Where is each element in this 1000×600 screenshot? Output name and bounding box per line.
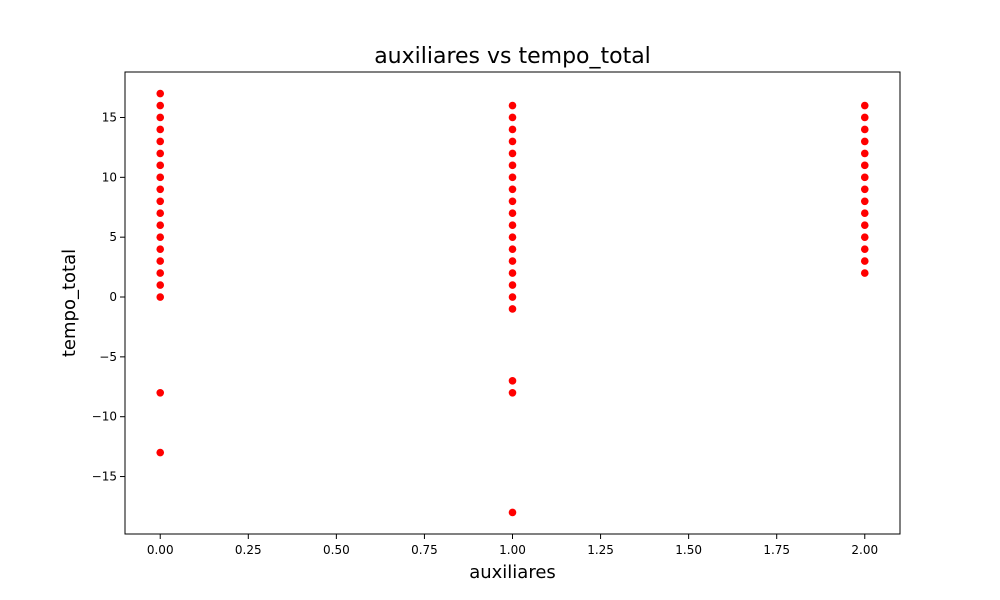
scatter-point [508,257,517,265]
y-axis-ticks: −15 −10 −5 0 5 10 15 [92,110,125,484]
scatter-point [508,197,517,206]
plot-area-frame [124,71,901,535]
scatter-point [156,233,165,241]
x-axis-label: auxiliares [469,562,556,583]
scatter-point [508,376,517,385]
scatter-point [156,257,165,265]
scatter-point [860,245,869,253]
x-axis-ticks: 0.00 0.25 0.50 0.75 1.00 1.25 1.50 1.75 2.00 [147,534,878,557]
x-tick-label: 2.00 [851,543,878,557]
scatter-point [156,161,165,170]
scatter-point [508,113,517,122]
scatter-point [860,125,869,134]
scatter-point [860,209,869,218]
scatter-point [156,269,165,277]
chart-title: auxiliares vs tempo_total [374,44,651,69]
scatter-point [508,161,517,170]
scatter-point [156,388,165,397]
scatter-point [156,89,165,98]
x-tick-label: 0.50 [323,543,350,557]
scatter-point [860,257,869,265]
scatter-point [860,161,869,170]
scatter-point [860,221,869,230]
y-tick-label: −10 [92,410,117,424]
scatter-point [860,185,869,194]
scatter-point [508,388,517,397]
y-tick-label: −15 [92,470,117,484]
scatter-point [508,101,517,110]
scatter-point [156,101,165,110]
scatter-point [508,305,517,313]
scatter-point [156,137,165,146]
scatter-point [508,269,517,277]
scatter-point [156,245,165,253]
x-tick-label: 1.00 [499,543,526,557]
scatter-point [508,149,517,158]
y-tick-label: 0 [109,290,117,304]
scatter-point [156,125,165,134]
scatter-point [508,221,517,230]
x-tick-label: 0.00 [147,543,174,557]
scatter-point [508,137,517,146]
data-points [156,89,869,517]
x-tick-label: 0.75 [411,543,438,557]
scatter-point [156,293,165,301]
y-tick-label: −5 [99,350,117,364]
scatter-point [156,173,165,182]
scatter-point [156,149,165,158]
scatter-point [860,173,869,182]
scatter-point [156,209,165,218]
scatter-point [508,233,517,241]
scatter-point [860,269,869,277]
x-tick-label: 1.25 [587,543,614,557]
x-tick-label: 1.75 [763,543,790,557]
scatter-point [860,101,869,110]
y-axis-label: tempo_total [59,249,80,357]
scatter-point [508,209,517,218]
scatter-point [156,113,165,122]
scatter-point [156,221,165,230]
scatter-point [508,125,517,134]
scatter-point [860,197,869,206]
scatter-point [508,293,517,301]
scatter-point [156,281,165,289]
scatter-point [860,233,869,241]
scatter-point [508,185,517,194]
scatter-point [508,173,517,182]
scatter-point [508,508,517,517]
scatter-point [508,281,517,289]
x-tick-label: 0.25 [235,543,262,557]
scatter-point [156,185,165,194]
scatter-point [860,149,869,158]
scatter-point [860,137,869,146]
x-tick-label: 1.50 [675,543,702,557]
y-tick-label: 5 [109,230,117,244]
scatter-point [156,197,165,206]
y-tick-label: 10 [102,170,117,184]
scatter-point [156,448,165,457]
y-tick-label: 15 [102,110,117,124]
scatter-point [860,113,869,122]
scatter-point [508,245,517,253]
